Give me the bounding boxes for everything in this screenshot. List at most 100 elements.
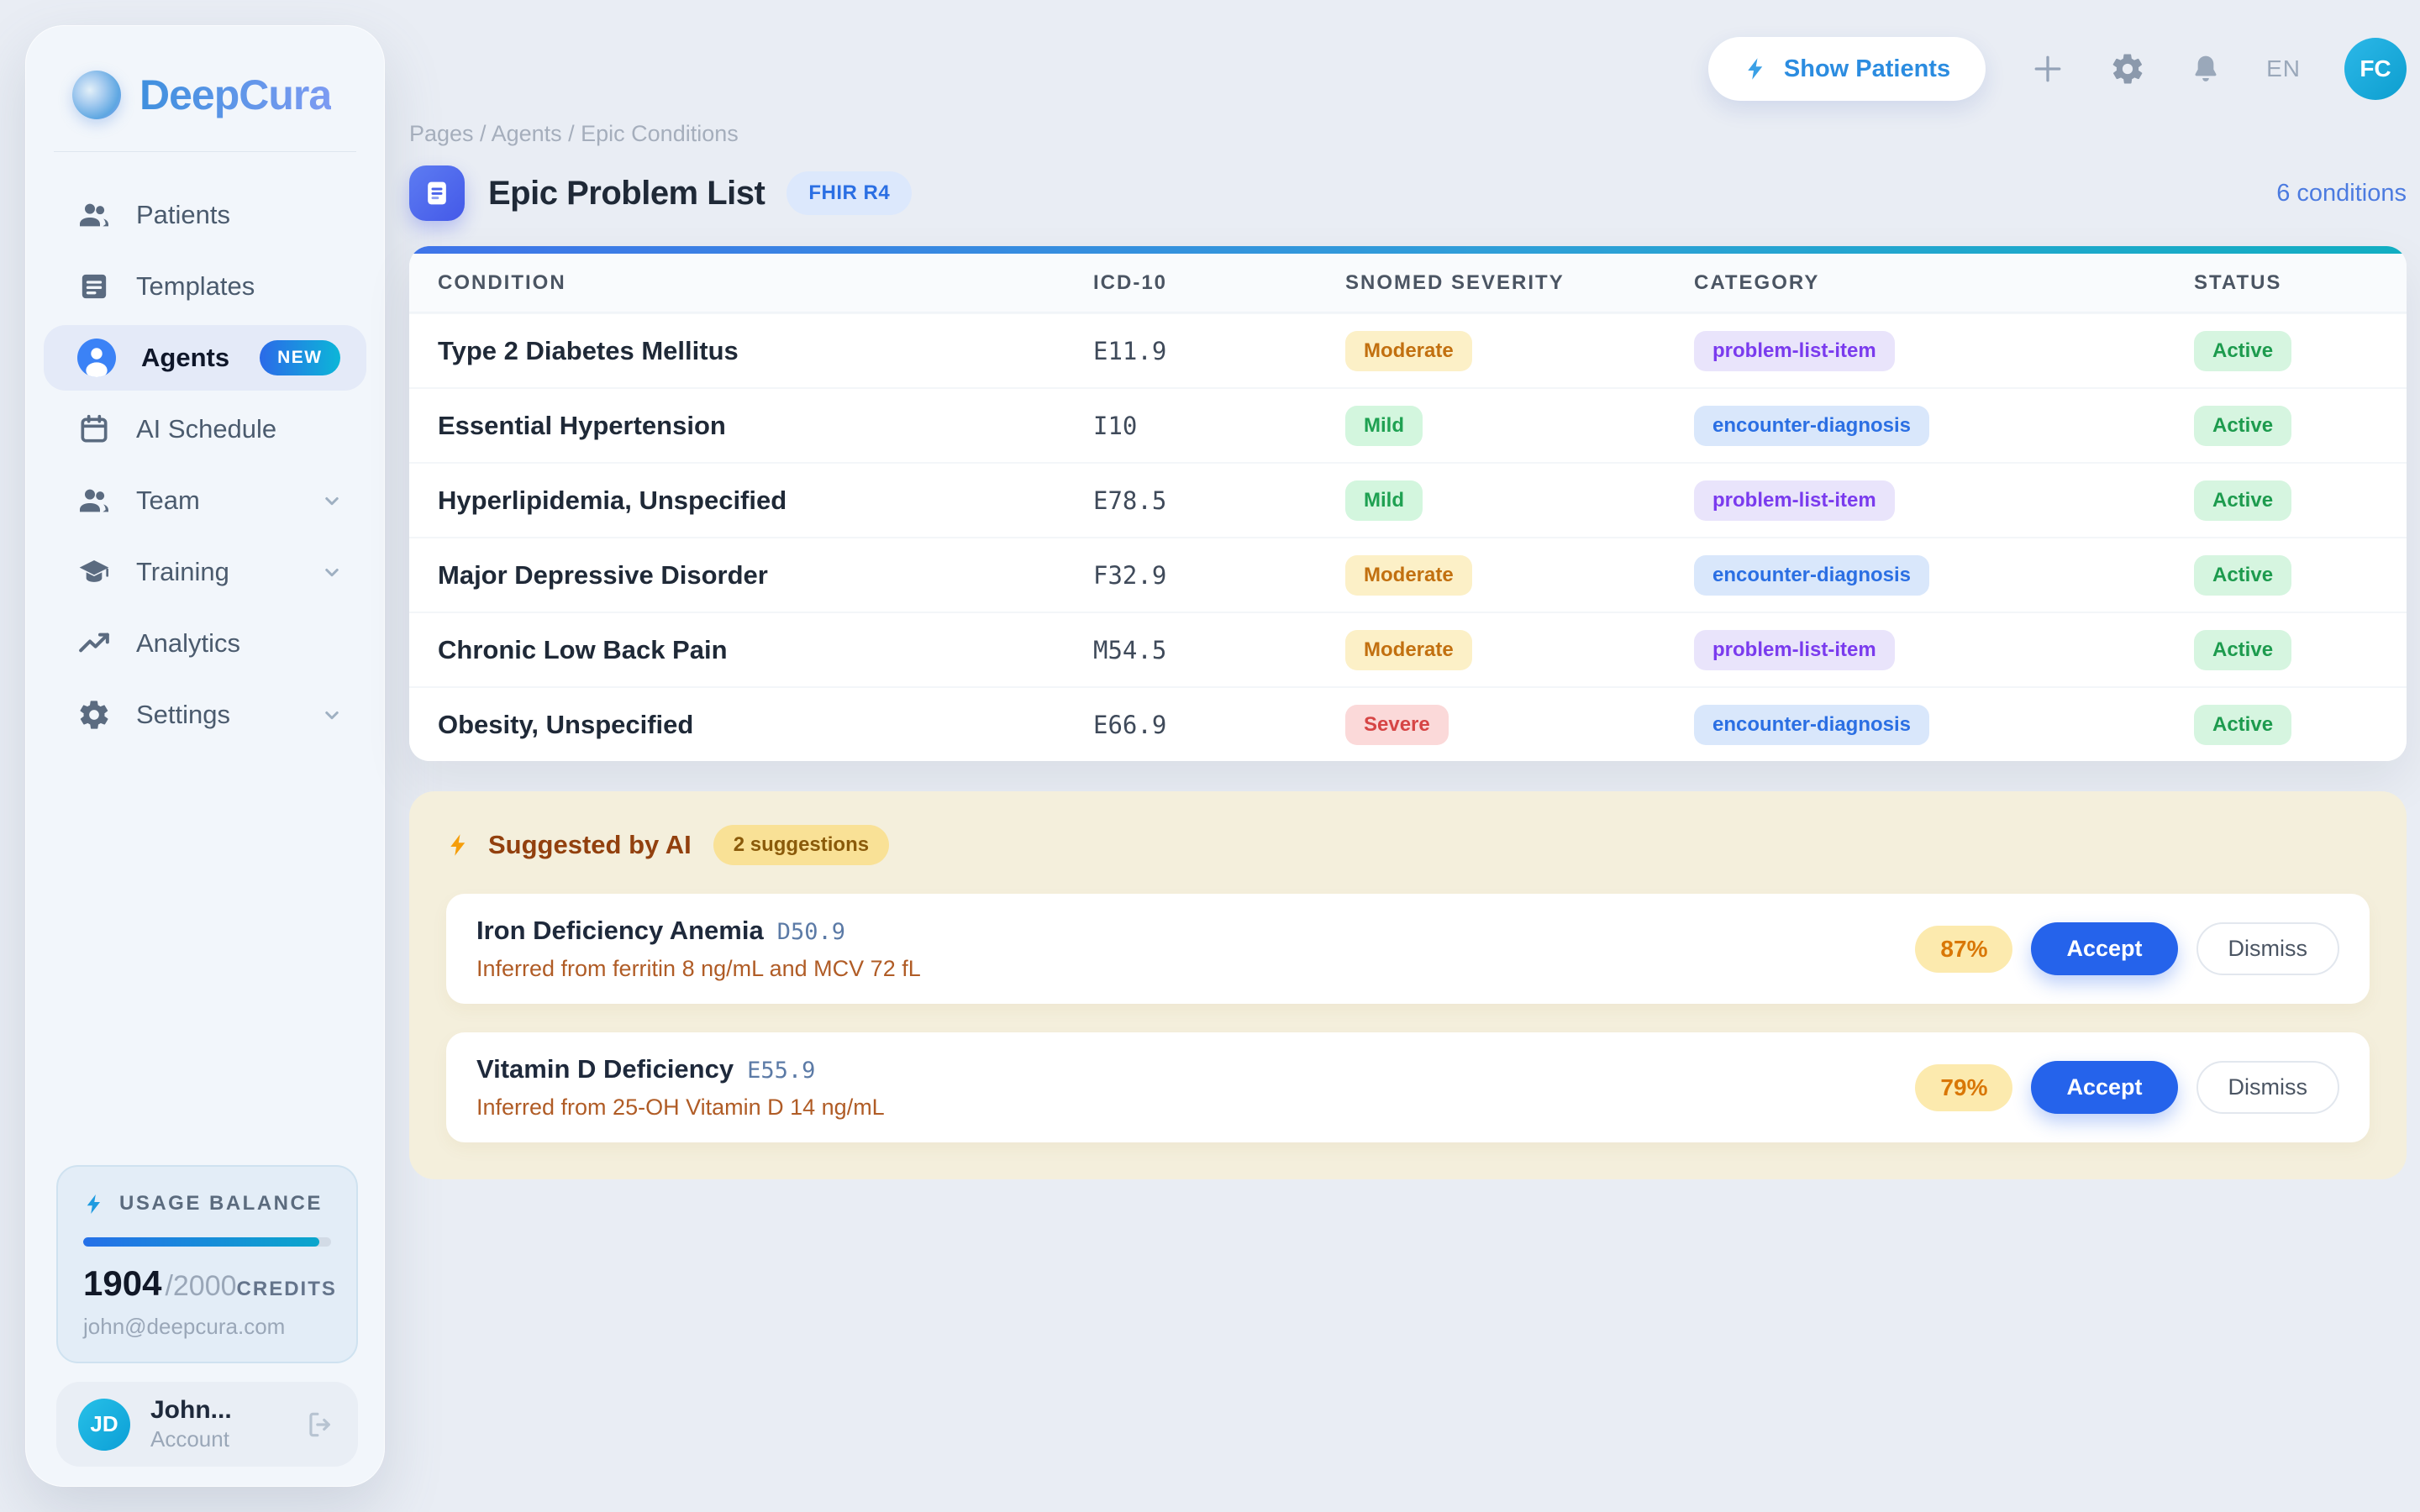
table-row: Essential Hypertension I10 Mild encounte… [409,387,2407,462]
sidebar-item-templates[interactable]: Templates [44,254,366,319]
severity-badge: Mild [1345,405,1423,446]
sidebar: DeepCura Patients Templates Agents NEW [25,25,385,1487]
suggestion-item: Iron Deficiency Anemia D50.9 Inferred fr… [446,894,2370,1004]
severity-badge: Moderate [1345,330,1472,371]
category-badge: problem-list-item [1694,330,1895,371]
page-header: Epic Problem List FHIR R4 6 conditions [409,165,2407,221]
category-badge: encounter-diagnosis [1694,554,1930,596]
icd10-code: F32.9 [1093,560,1167,590]
sidebar-nav: Patients Templates Agents NEW AI Schedul… [25,182,385,748]
column-header: ICD-10 [1093,270,1168,294]
sidebar-item-label: Training [136,557,229,586]
accept-button[interactable]: Accept [2031,1061,2178,1114]
page-title: Epic Problem List [488,174,765,212]
sidebar-item-team[interactable]: Team [44,468,366,533]
bolt-icon [446,832,471,858]
condition-name: Obesity, Unspecified [438,709,694,739]
credits-label: CREDITS [236,1278,337,1300]
sidebar-item-label: AI Schedule [136,414,277,444]
dismiss-button[interactable]: Dismiss [2196,1061,2339,1114]
credits-used: 1904 [83,1263,162,1303]
column-header: SNOMED SEVERITY [1345,270,1565,294]
suggestion-item: Vitamin D Deficiency E55.9 Inferred from… [446,1032,2370,1142]
team-people-icon [77,484,111,517]
logout-icon[interactable] [304,1409,336,1441]
card-gradient-bar [409,246,2407,254]
severity-badge: Moderate [1345,629,1472,670]
user-avatar[interactable]: FC [2344,38,2407,100]
icd10-code: E11.9 [1093,336,1167,365]
sidebar-item-label: Settings [136,700,231,729]
usage-balance-card: USAGE BALANCE 1904 /2000 CREDITS john@de… [56,1165,358,1363]
suggestion-name: Iron Deficiency Anemia [476,916,764,945]
show-patients-button[interactable]: Show Patients [1707,37,1986,101]
sidebar-item-agents[interactable]: Agents NEW [44,325,366,391]
icd10-code: M54.5 [1093,635,1167,664]
status-badge: Active [2194,629,2292,670]
suggestions-count-badge: 2 suggestions [713,825,890,865]
notifications-bell-icon[interactable] [2189,52,2223,86]
status-badge: Active [2194,704,2292,745]
confidence-badge: 87% [1915,925,2013,973]
column-header: CATEGORY [1694,270,1820,294]
sidebar-item-label: Analytics [136,628,241,658]
account-name: John... [150,1396,232,1424]
suggestion-icd10-code: E55.9 [747,1058,816,1084]
sidebar-item-ai-schedule[interactable]: AI Schedule [44,396,366,462]
suggestion-rationale: Inferred from ferritin 8 ng/mL and MCV 7… [476,956,921,981]
graduation-cap-icon [77,555,111,589]
category-badge: encounter-diagnosis [1694,704,1930,745]
confidence-badge: 79% [1915,1063,2013,1111]
dismiss-button[interactable]: Dismiss [2196,922,2339,975]
status-badge: Active [2194,554,2292,596]
gear-icon [77,698,111,732]
column-header: CONDITION [438,270,566,294]
icd10-code: E78.5 [1093,486,1167,515]
sidebar-item-patients[interactable]: Patients [44,182,366,248]
table-row: Obesity, Unspecified E66.9 Severe encoun… [409,686,2407,761]
account-role: Account [150,1426,229,1452]
status-badge: Active [2194,405,2292,446]
severity-badge: Mild [1345,480,1423,521]
usage-balance-label: USAGE BALANCE [119,1192,323,1215]
icd10-code: I10 [1093,411,1138,440]
settings-gear-icon[interactable] [2110,51,2145,87]
account-email: john@deepcura.com [83,1314,286,1339]
chevron-down-icon[interactable] [319,488,345,513]
category-badge: problem-list-item [1694,629,1895,670]
account-row[interactable]: JD John... Account [56,1382,358,1467]
sidebar-divider [54,151,356,152]
column-header: STATUS [2194,270,2282,294]
condition-name: Major Depressive Disorder [438,559,768,590]
brand-name: DeepCura [139,71,332,118]
sidebar-item-analytics[interactable]: Analytics [44,611,366,676]
problem-list-document-icon [409,165,465,221]
sidebar-item-label: Agents [141,343,230,372]
brand-logo-orb [72,71,121,119]
table-row: Hyperlipidemia, Unspecified E78.5 Mild p… [409,462,2407,537]
bolt-icon [83,1193,106,1215]
sidebar-item-label: Patients [136,200,231,229]
show-patients-label: Show Patients [1783,55,1951,82]
chevron-down-icon[interactable] [319,702,345,727]
calendar-icon [77,412,111,446]
language-selector[interactable]: EN [2266,55,2301,81]
condition-name: Essential Hypertension [438,410,726,440]
agents-person-icon [77,339,116,377]
table-header-row: CONDITION ICD-10 SNOMED SEVERITY CATEGOR… [409,254,2407,312]
chevron-down-icon[interactable] [319,559,345,585]
accept-button[interactable]: Accept [2031,922,2178,975]
ai-suggestions-panel: Suggested by AI 2 suggestions Iron Defic… [409,791,2407,1179]
sidebar-item-settings[interactable]: Settings [44,682,366,748]
fhir-badge: FHIR R4 [786,171,913,215]
sidebar-item-training[interactable]: Training [44,539,366,605]
suggestion-icd10-code: D50.9 [776,919,845,945]
usage-progress-fill [83,1237,319,1247]
category-badge: problem-list-item [1694,480,1895,521]
table-row: Type 2 Diabetes Mellitus E11.9 Moderate … [409,312,2407,387]
sidebar-item-label: Team [136,486,200,515]
breadcrumb[interactable]: Pages / Agents / Epic Conditions [409,121,739,146]
add-icon[interactable] [2029,50,2066,87]
severity-badge: Severe [1345,704,1449,745]
condition-name: Chronic Low Back Pain [438,634,728,664]
